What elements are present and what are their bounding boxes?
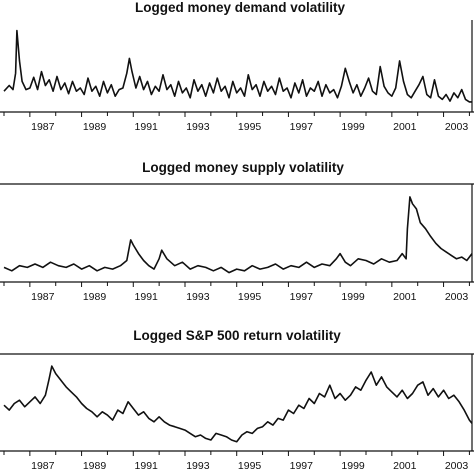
x-tick-label: 1989 bbox=[83, 121, 107, 133]
x-tick-label: 1991 bbox=[135, 291, 159, 303]
x-tick-label: 1989 bbox=[83, 291, 107, 303]
x-tick-label: 1987 bbox=[31, 291, 55, 303]
x-tick-label: 1993 bbox=[186, 460, 210, 472]
x-tick-label: 1995 bbox=[238, 291, 262, 303]
x-tick-label: 1991 bbox=[135, 121, 159, 133]
x-tick-label: 1993 bbox=[186, 291, 210, 303]
x-tick-label: 1991 bbox=[135, 460, 159, 472]
x-tick-label: 1995 bbox=[238, 460, 262, 472]
x-ticks: 1987 1989 1991 1993 1995 1997 1999 2001 2003 bbox=[3, 282, 470, 303]
x-ticks: 1987 1989 1991 1993 1995 1997 1999 2001 2003 bbox=[3, 451, 470, 472]
x-tick-label: 1987 bbox=[31, 121, 55, 133]
x-tick-label: 1993 bbox=[186, 121, 210, 133]
x-tick-label: 1989 bbox=[83, 460, 107, 472]
x-tick-label: 1999 bbox=[341, 460, 365, 472]
x-tick-label: 1999 bbox=[341, 121, 365, 133]
x-tick-label: 2003 bbox=[445, 121, 469, 133]
series-line bbox=[3, 365, 473, 443]
x-tick-label: 2001 bbox=[393, 291, 417, 303]
x-tick-label: 1995 bbox=[238, 121, 262, 133]
x-tick-label: 1997 bbox=[290, 291, 314, 303]
series-line bbox=[3, 196, 473, 274]
x-tick-label: 1987 bbox=[31, 460, 55, 472]
x-tick-label: 2001 bbox=[393, 121, 417, 133]
x-tick-label: 1999 bbox=[341, 291, 365, 303]
x-ticks: 1987 1989 1991 1993 1995 1997 1999 2001 2003 bbox=[3, 112, 470, 133]
x-tick-label: 1997 bbox=[290, 121, 314, 133]
series-line bbox=[3, 29, 472, 103]
x-tick-label: 2003 bbox=[445, 460, 469, 472]
panel-title: Logged money demand volatility bbox=[135, 0, 346, 15]
panel-title: Logged S&P 500 return volatility bbox=[133, 328, 341, 343]
panel-money-supply: Logged money supply volatility 1987 1989 1… bbox=[0, 160, 474, 303]
panel-sp500: Logged S&P 500 return volatility 1987 198… bbox=[0, 328, 474, 472]
panel-money-demand: Logged money demand volatility 1987 1989 1… bbox=[0, 0, 474, 133]
x-tick-label: 2003 bbox=[445, 291, 469, 303]
panel-title: Logged money supply volatility bbox=[142, 160, 344, 175]
x-tick-label: 2001 bbox=[393, 460, 417, 472]
x-tick-label: 1997 bbox=[290, 460, 314, 472]
